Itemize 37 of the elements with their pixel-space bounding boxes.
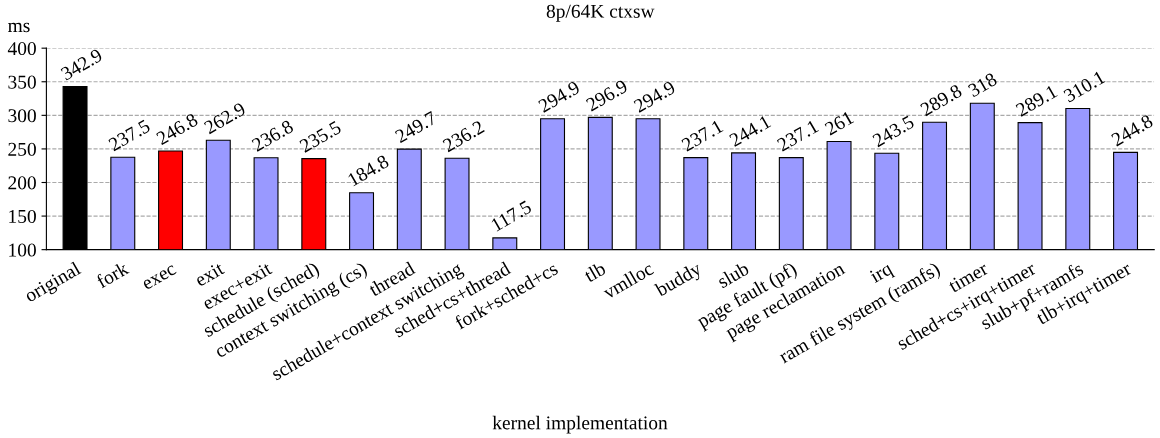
data-label: 184.8	[347, 154, 390, 187]
y-tick-label: 250	[8, 142, 36, 156]
data-label: 310.1	[1062, 70, 1106, 103]
data-label: 249.7	[394, 110, 438, 144]
data-label: 237.1	[776, 119, 820, 152]
data-label: 342.9	[60, 48, 104, 81]
x-tick-label: tlb	[582, 261, 607, 283]
y-tick-label: 300	[8, 109, 36, 123]
data-label: 289.1	[1015, 84, 1058, 117]
y-axis-title: ms	[8, 22, 30, 33]
y-tick-label: 100	[9, 243, 36, 257]
data-label: 235.5	[298, 120, 342, 153]
x-tick-label: exec	[142, 264, 177, 291]
data-label: 236.2	[442, 120, 485, 153]
data-label: 294.9	[537, 80, 581, 113]
data-label: 243.5	[871, 115, 915, 148]
chart-title: 8p/64K ctxsw	[546, 4, 655, 22]
data-label: 262.9	[203, 102, 247, 135]
data-label: 289.8	[919, 83, 963, 117]
data-label: 294.9	[633, 80, 677, 113]
data-label: 236.8	[251, 119, 295, 152]
data-label: 244.8	[1110, 114, 1154, 147]
x-tick-label: buddy	[653, 260, 705, 301]
data-label: 246.8	[155, 112, 199, 146]
data-label: 237.1	[680, 119, 724, 152]
y-tick-label: 400	[7, 42, 36, 56]
y-tick-label: 150	[9, 209, 36, 224]
data-label: 296.9	[585, 79, 629, 112]
data-label: 117.5	[490, 200, 533, 232]
data-label: 237.5	[107, 119, 151, 152]
x-axis-title: kernel implementation	[492, 415, 668, 434]
y-tick-label: 200	[8, 176, 36, 190]
y-tick-label: 350	[8, 75, 36, 89]
data-label: 261	[824, 110, 855, 136]
data-label: 318	[967, 72, 998, 98]
data-label: 244.1	[728, 114, 772, 148]
x-tick-label: fork	[95, 260, 130, 289]
